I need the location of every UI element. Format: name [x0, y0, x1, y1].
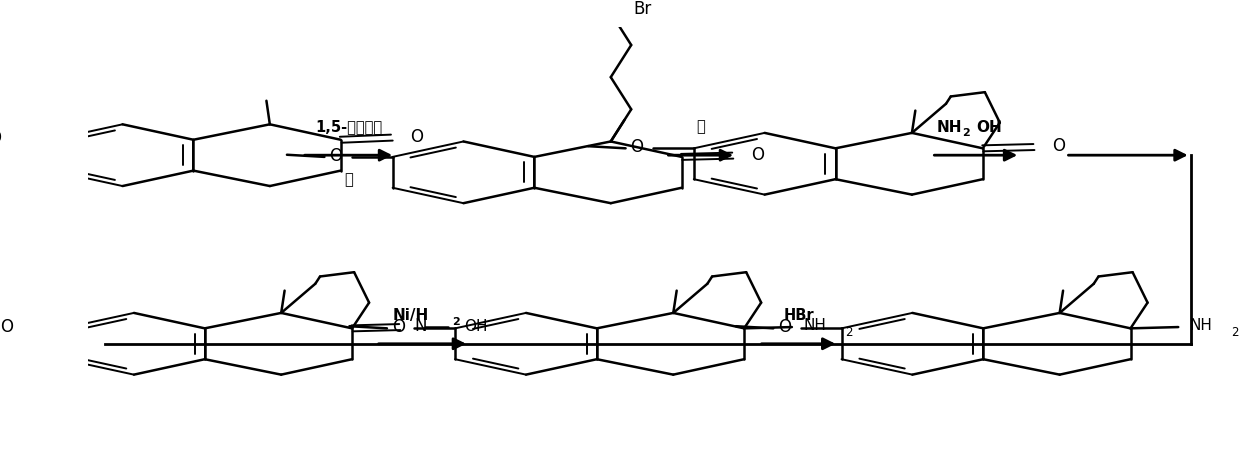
- Text: 碱: 碱: [343, 172, 353, 187]
- Text: NH: NH: [1189, 318, 1213, 333]
- Text: 2: 2: [844, 326, 852, 339]
- Text: O: O: [779, 318, 791, 336]
- Text: OH: OH: [976, 120, 1002, 135]
- Text: OH: OH: [464, 319, 487, 334]
- Text: O: O: [1053, 137, 1065, 155]
- Text: O: O: [392, 318, 404, 336]
- Text: O: O: [0, 130, 1, 147]
- Text: N: N: [414, 317, 427, 335]
- Text: 2: 2: [453, 316, 460, 327]
- Text: 1,5-二渴戊烷: 1,5-二渴戊烷: [315, 120, 382, 135]
- Text: Br: Br: [634, 0, 652, 17]
- Text: HBr: HBr: [784, 308, 813, 323]
- Text: 碱: 碱: [697, 120, 706, 135]
- Text: 2: 2: [1231, 326, 1239, 339]
- Text: O: O: [330, 147, 342, 164]
- Text: Ni/H: Ni/H: [393, 308, 429, 323]
- Text: O: O: [0, 318, 12, 336]
- Text: O: O: [751, 146, 764, 164]
- Text: O: O: [630, 138, 644, 156]
- Text: NH: NH: [804, 318, 826, 333]
- Text: O: O: [410, 128, 423, 146]
- Text: NH: NH: [936, 120, 962, 135]
- Text: 2: 2: [962, 128, 970, 138]
